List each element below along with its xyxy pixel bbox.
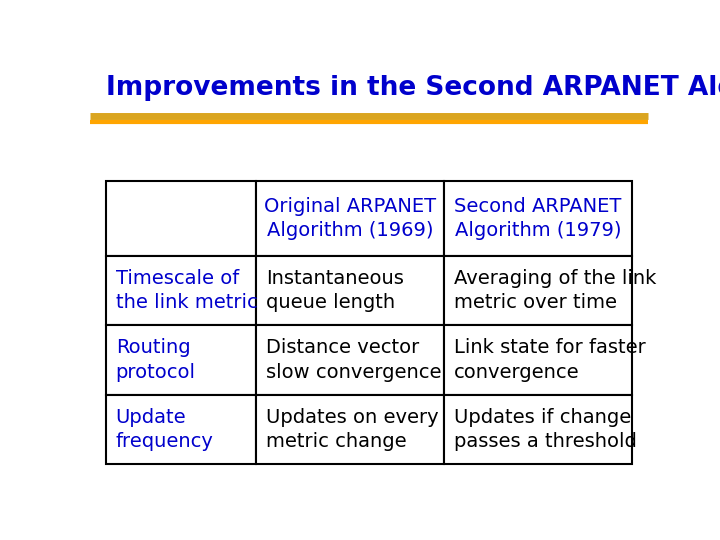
Text: Timescale of
the link metric: Timescale of the link metric — [116, 269, 258, 313]
Text: Averaging of the link
metric over time: Averaging of the link metric over time — [454, 269, 656, 313]
Text: Routing
protocol: Routing protocol — [116, 339, 196, 382]
Bar — [106, 395, 256, 464]
Text: Original ARPANET
Algorithm (1969): Original ARPANET Algorithm (1969) — [264, 197, 436, 240]
Text: Improvements in the Second ARPANET Algorithm: Improvements in the Second ARPANET Algor… — [106, 75, 720, 100]
Text: Instantaneous
queue length: Instantaneous queue length — [266, 269, 404, 313]
Bar — [106, 256, 256, 326]
Bar — [444, 256, 632, 326]
Text: Updates if change
passes a threshold: Updates if change passes a threshold — [454, 408, 636, 451]
Bar — [256, 326, 444, 395]
Bar — [444, 326, 632, 395]
Text: Link state for faster
convergence: Link state for faster convergence — [454, 339, 646, 382]
Bar — [106, 326, 256, 395]
Bar — [256, 181, 444, 256]
Bar — [106, 181, 256, 256]
Bar — [444, 181, 632, 256]
Text: Updates on every
metric change: Updates on every metric change — [266, 408, 438, 451]
Bar — [256, 395, 444, 464]
Bar — [256, 256, 444, 326]
Text: Distance vector
slow convergence: Distance vector slow convergence — [266, 339, 441, 382]
Text: Second ARPANET
Algorithm (1979): Second ARPANET Algorithm (1979) — [454, 197, 622, 240]
Bar — [444, 395, 632, 464]
Text: Update
frequency: Update frequency — [116, 408, 214, 451]
